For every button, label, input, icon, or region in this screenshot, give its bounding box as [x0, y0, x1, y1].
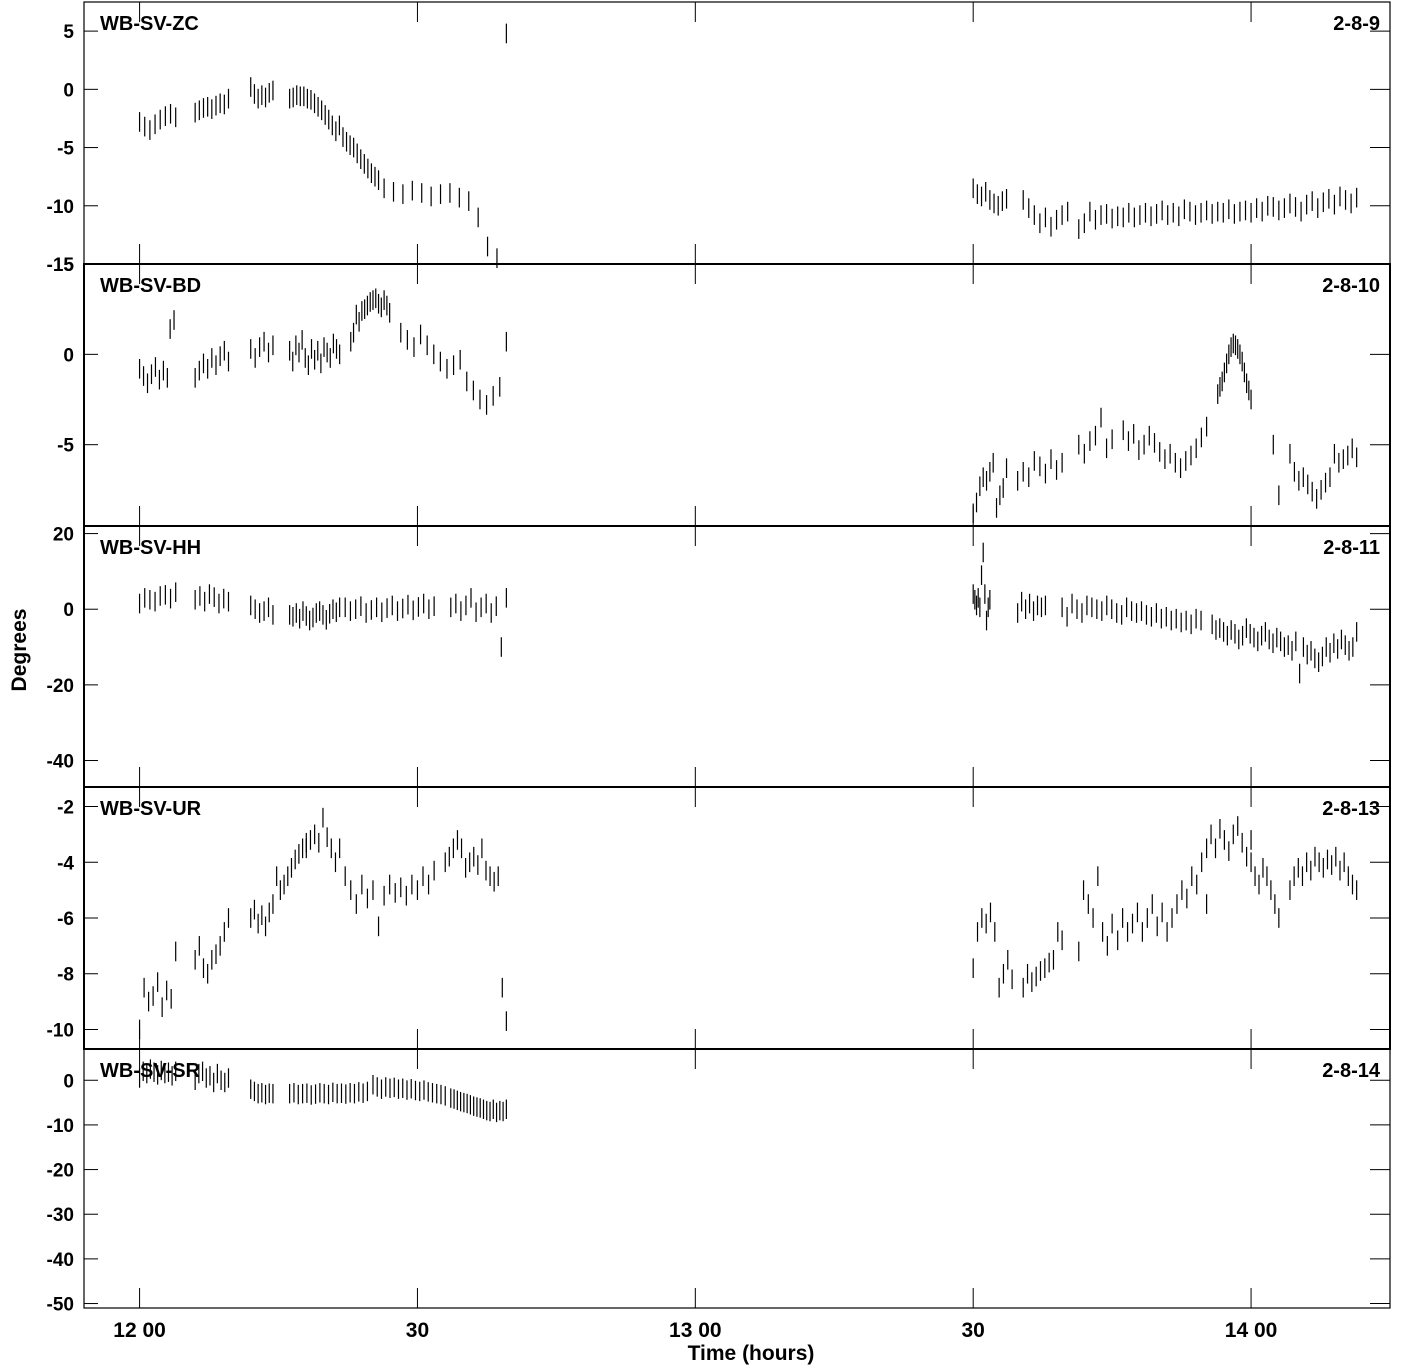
y-tick-label: 0 — [63, 80, 74, 101]
x-tick-label: 14 00 — [1225, 1319, 1278, 1342]
panel-code: 2-8-14 — [1322, 1060, 1381, 1082]
panel-wb-sv-bd: 5 0 -5 WB-SV-BD 2-8-10 — [57, 255, 1391, 527]
y-tick-label: -20 — [47, 1161, 74, 1182]
y-tick-label: -20 — [47, 676, 74, 697]
y-tick-label: 20 — [53, 525, 74, 546]
y-tick-label: -40 — [47, 752, 74, 773]
y-tick-label: -10 — [47, 197, 74, 218]
y-tick-label: 0 — [63, 600, 74, 621]
y-axis-label: Degrees — [8, 609, 31, 692]
x-tick-label: 30 — [406, 1319, 429, 1342]
y-tick-label: -50 — [47, 1295, 74, 1316]
panel-frame — [83, 1, 1391, 265]
y-tick-label: -5 — [57, 139, 74, 160]
panel-wb-sv-zc: 5 0 -5 -10 -15 WB-SV-ZC 2-8-9 — [47, 1, 1391, 276]
panel-name: WB-SV-BD — [100, 275, 201, 297]
y-tick-label: -30 — [47, 1205, 74, 1226]
panel-code: 2-8-9 — [1333, 13, 1380, 35]
y-tick-label: -40 — [47, 1250, 74, 1271]
panels: 5 0 -5 -10 -15 WB-SV-ZC 2-8-9 5 0 -5 WB-SV-BD 2-8-1… — [47, 1, 1391, 1316]
panel-frame — [83, 263, 1391, 527]
panel-code: 2-8-11 — [1323, 537, 1380, 559]
panel-code: 2-8-13 — [1322, 798, 1380, 820]
x-tick-label: 30 — [962, 1319, 985, 1342]
y-tick-label: -6 — [57, 909, 74, 930]
x-axis: 12 00 30 13 00 30 14 00 — [113, 1319, 1277, 1342]
panel-wb-sv-hh: 20 0 -20 -40 WB-SV-HH 2-8-11 — [47, 525, 1391, 788]
panel-wb-sv-ur: -2 -4 -6 -8 -10 WB-SV-UR 2-8-13 — [47, 786, 1391, 1050]
panel-name: WB-SV-UR — [100, 798, 202, 820]
y-tick-label: -2 — [57, 798, 74, 819]
x-axis-label: Time (hours) — [688, 1342, 815, 1365]
y-tick-label: -10 — [47, 1020, 74, 1041]
panel-name: WB-SV-HH — [100, 537, 201, 559]
panel-code: 2-8-10 — [1322, 275, 1380, 297]
panel-name: WB-SV-ZC — [100, 13, 199, 35]
y-tick-label: 0 — [63, 1071, 74, 1092]
y-tick-label: -15 — [47, 255, 75, 276]
y-tick-label: -4 — [57, 853, 74, 874]
x-tick-label: 12 00 — [113, 1319, 166, 1342]
y-tick-label: -5 — [57, 436, 74, 457]
y-tick-label: -10 — [47, 1116, 74, 1137]
y-tick-label: 5 — [63, 22, 74, 43]
y-tick-label: 5 — [63, 255, 74, 276]
x-tick-label: 13 00 — [669, 1319, 722, 1342]
y-tick-label: -8 — [57, 965, 74, 986]
panel-frame — [83, 525, 1391, 788]
y-tick-label: 0 — [63, 345, 74, 366]
panel-frame — [83, 786, 1391, 1050]
panel-frame — [83, 1048, 1391, 1309]
